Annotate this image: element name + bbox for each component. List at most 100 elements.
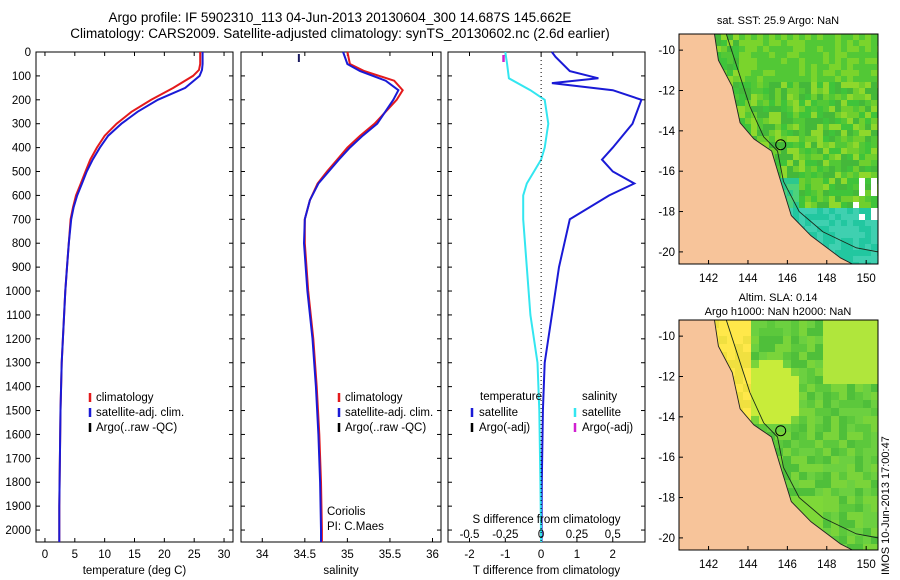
ocean-cell <box>745 46 752 53</box>
ocean-cell <box>839 528 848 537</box>
ocean-cell <box>863 408 872 417</box>
ocean-cell <box>823 352 832 361</box>
x-tick-label: 2 <box>610 549 616 561</box>
ocean-cell <box>847 256 854 263</box>
ocean-cell <box>829 136 836 143</box>
ocean-cell <box>807 416 816 425</box>
ocean-cell <box>799 190 806 197</box>
ocean-cell <box>735 328 744 337</box>
ocean-cell <box>847 250 854 257</box>
ocean-cell <box>823 336 832 345</box>
ocean-cell <box>799 196 806 203</box>
ocean-cell <box>829 52 836 59</box>
ocean-cell <box>823 472 832 481</box>
ocean-cell <box>829 34 836 41</box>
x-top-tick-label: 0 <box>538 529 544 541</box>
ocean-cell <box>847 496 856 505</box>
ocean-cell <box>847 214 854 221</box>
ocean-cell <box>769 124 776 131</box>
ocean-cell <box>865 142 872 149</box>
ocean-cell <box>783 392 792 401</box>
depth-tick-label: 0 <box>25 47 31 59</box>
ocean-cell <box>855 528 864 537</box>
ocean-cell <box>835 220 842 227</box>
ocean-cell <box>829 232 836 239</box>
ocean-cell <box>793 52 800 59</box>
ocean-cell <box>799 432 808 441</box>
depth-tick-label: 1800 <box>5 477 31 489</box>
x-tick-label: 15 <box>128 549 141 561</box>
ocean-cell <box>799 130 806 137</box>
ocean-cell <box>871 336 878 345</box>
ocean-cell <box>791 432 800 441</box>
ocean-cell <box>787 112 794 119</box>
ocean-cell <box>745 76 752 83</box>
ocean-cell <box>727 70 734 77</box>
ocean-cell <box>823 148 830 155</box>
ocean-cell <box>835 244 842 251</box>
ocean-cell <box>865 76 872 83</box>
ocean-cell <box>811 64 818 71</box>
ocean-cell <box>735 384 744 393</box>
ocean-cell <box>839 456 848 465</box>
ocean-cell <box>793 106 800 113</box>
ocean-cell <box>727 34 734 41</box>
ocean-cell <box>807 512 816 521</box>
ocean-cell <box>799 448 808 457</box>
ocean-cell <box>781 82 788 89</box>
ocean-cell <box>865 154 872 161</box>
ocean-cell <box>835 190 842 197</box>
ocean-cell <box>815 408 824 417</box>
ocean-cell <box>871 400 878 409</box>
ocean-cell <box>871 432 878 441</box>
ocean-cell <box>775 328 784 337</box>
lat-tick-label: -18 <box>658 493 675 505</box>
ocean-cell <box>745 112 752 119</box>
ocean-cell <box>847 82 854 89</box>
ocean-cell <box>839 496 848 505</box>
ocean-cell <box>815 320 824 329</box>
ocean-cell <box>751 118 758 125</box>
ocean-cell <box>775 40 782 47</box>
header-line-1: Argo profile: IF 5902310_113 04-Jun-2013… <box>108 10 572 25</box>
ocean-cell <box>815 368 824 377</box>
x-tick-label: 25 <box>188 549 201 561</box>
ocean-cell <box>733 76 740 83</box>
ocean-cell <box>829 172 836 179</box>
ocean-cell <box>799 82 806 89</box>
ocean-cell <box>853 160 860 167</box>
ocean-cell <box>763 82 770 89</box>
ocean-cell <box>783 336 792 345</box>
ocean-cell <box>791 360 800 369</box>
lat-tick-label: -20 <box>658 533 675 545</box>
ocean-cell <box>811 52 818 59</box>
ocean-cell <box>719 344 728 353</box>
ocean-cell <box>839 384 848 393</box>
ocean-cell <box>823 184 830 191</box>
ocean-cell <box>733 70 740 77</box>
ocean-cell <box>847 244 854 251</box>
ocean-cell <box>865 34 872 41</box>
ocean-cell <box>835 148 842 155</box>
ocean-cell <box>855 328 864 337</box>
ocean-cell <box>831 408 840 417</box>
ocean-cell <box>823 196 830 203</box>
ocean-cell <box>775 400 784 409</box>
ocean-cell <box>831 368 840 377</box>
ocean-cell <box>871 226 878 233</box>
ocean-cell <box>793 76 800 83</box>
ocean-cell <box>871 464 878 473</box>
ocean-cell <box>855 352 864 361</box>
ocean-cell <box>871 214 878 221</box>
ocean-cell <box>811 148 818 155</box>
ocean-cell <box>781 100 788 107</box>
ocean-cell <box>799 376 808 385</box>
ocean-cell <box>781 154 788 161</box>
ocean-cell <box>799 400 808 409</box>
ocean-cell <box>763 70 770 77</box>
ocean-cell <box>721 46 728 53</box>
ocean-cell <box>863 472 872 481</box>
ocean-cell <box>805 154 812 161</box>
ocean-cell <box>805 196 812 203</box>
ocean-cell <box>743 328 752 337</box>
